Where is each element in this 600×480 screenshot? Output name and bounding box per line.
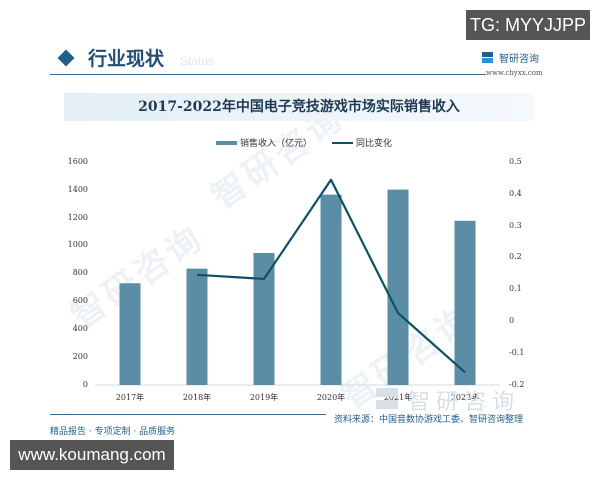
x-axis-label: 2019年 [249, 393, 279, 402]
revenue-bar [119, 283, 141, 385]
chart-title: 2017-2022年中国电子竞技游戏市场实际销售收入 [138, 99, 460, 115]
revenue-bar [387, 189, 409, 385]
right-axis-tick: 0.2 [509, 252, 522, 261]
x-axis-label: 2018年 [182, 393, 212, 402]
x-axis-label: 2020年 [316, 393, 346, 402]
revenue-bar [186, 268, 208, 385]
brand-url: www.chyxx.com [486, 69, 543, 77]
right-axis-tick: 0.1 [509, 284, 522, 293]
tg-overlay-badge: TG: MYYJJPP [466, 10, 590, 40]
watermark-brand: 智研咨询 [408, 390, 521, 415]
chart-title-bar: 2017-2022年中国电子竞技游戏市场实际销售收入 [64, 93, 534, 121]
left-axis-tick: 1400 [67, 185, 88, 194]
revenue-bar [454, 220, 476, 385]
left-axis-tick: 200 [72, 352, 88, 361]
legend-item-yoy: 同比变化 [332, 136, 392, 149]
revenue-bar [320, 194, 342, 385]
footer-divider [50, 414, 326, 415]
legend-label-revenue: 销售收入（亿元） [240, 139, 313, 149]
header-divider [50, 74, 486, 75]
legend-item-revenue: 销售收入（亿元） [216, 136, 312, 149]
left-axis-tick: 1200 [67, 213, 88, 222]
section-header: 行业现状 Status [50, 40, 550, 75]
right-axis-tick: 0.4 [509, 189, 522, 198]
right-axis-tick: -0.2 [509, 380, 525, 389]
site-overlay-badge: www.koumang.com [10, 440, 174, 470]
brand-logo-icon [482, 52, 493, 63]
revenue-bars [119, 189, 476, 385]
brand-name: 智研咨询 [499, 54, 539, 65]
footer-tagline: 精品报告 · 专项定制 · 品质服务 [50, 427, 176, 437]
watermark-logo-icon [376, 388, 398, 410]
left-axis-tick: 1000 [67, 240, 88, 249]
right-axis-tick: -0.1 [509, 348, 525, 357]
data-source: 资料来源：中国音数协游戏工委、智研咨询整理 [334, 415, 524, 425]
section-ghost-text: Status [180, 54, 215, 68]
brand-block: 智研咨询 www.chyxx.com [482, 50, 582, 77]
left-axis-tick: 600 [72, 296, 88, 305]
revenue-bar [253, 253, 275, 385]
left-axis-tick: 0 [82, 380, 88, 389]
x-axis-label: 2021年 [383, 393, 413, 402]
x-axis-label: 2017年 [115, 393, 145, 402]
legend-label-yoy: 同比变化 [356, 139, 393, 149]
right-axis-tick: 0.5 [509, 157, 522, 166]
line-swatch-icon [332, 141, 354, 144]
left-axis-tick: 1600 [67, 157, 88, 166]
right-axis-tick: 0 [509, 316, 515, 325]
left-axis-tick: 400 [72, 324, 88, 333]
bar-swatch-icon [216, 140, 237, 145]
section-title: 行业现状 [88, 48, 165, 70]
x-axis-label: 2022年 [450, 393, 480, 402]
yoy-line [196, 178, 466, 374]
right-axis-tick: 0.3 [509, 221, 522, 230]
left-axis-tick: 800 [72, 268, 88, 277]
chart-legend: 销售收入（亿元） 同比变化 [216, 136, 392, 149]
